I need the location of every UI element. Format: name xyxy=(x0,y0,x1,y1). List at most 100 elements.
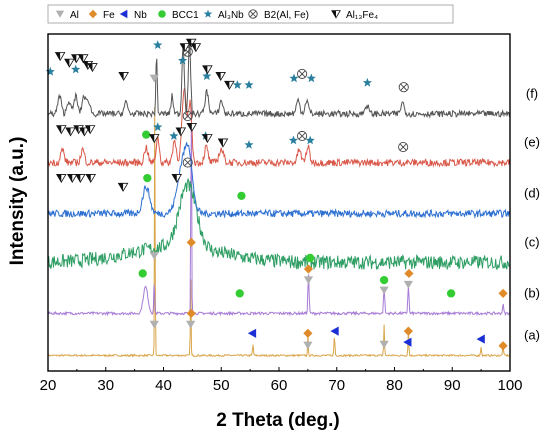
marker-al13fe4-f xyxy=(180,43,185,52)
legend-label-b2: B2(Al, Fe) xyxy=(264,10,309,21)
legend-marker-bcc1 xyxy=(158,10,166,18)
x-tick-label: 70 xyxy=(328,377,345,394)
marker-nb-a xyxy=(476,334,485,344)
legend-label-al13fe4: Al₁₃Fe₄ xyxy=(346,10,378,21)
marker-b2-f xyxy=(398,82,409,93)
marker-fe-a xyxy=(303,328,313,338)
series-line-a xyxy=(47,106,510,358)
legend-label-al: Al xyxy=(70,10,79,21)
marker-al13fe4-f xyxy=(87,63,93,72)
marker-al13fe4-e xyxy=(56,125,62,134)
x-tick-label: 40 xyxy=(155,377,172,394)
marker-al3nb-f xyxy=(362,77,372,87)
legend-marker-al3nb xyxy=(203,9,213,18)
series-label-f: (f) xyxy=(526,86,538,101)
marker-al13fe4-f xyxy=(202,65,208,74)
x-tick-label: 100 xyxy=(497,377,522,394)
x-tick-label: 50 xyxy=(213,377,230,394)
legend-label-al3nb: Al₃Nb xyxy=(218,10,244,21)
marker-bcc1-d xyxy=(237,191,246,200)
marker-fe-b xyxy=(404,268,414,279)
marker-bcc1-e xyxy=(142,130,151,139)
legend-marker-fe xyxy=(88,9,98,19)
marker-fe-b xyxy=(498,288,508,299)
marker-al13fe4-f xyxy=(55,52,61,61)
marker-al13fe4-d xyxy=(86,174,91,183)
legend-marker-b2 xyxy=(248,9,258,19)
marker-al3nb-e xyxy=(169,131,179,140)
marker-nb-a xyxy=(247,328,257,338)
marker-fe-a xyxy=(186,308,196,318)
x-tick-label: 20 xyxy=(40,377,57,394)
series-line-c xyxy=(47,178,510,271)
marker-al-b xyxy=(303,276,314,285)
marker-al3nb-e xyxy=(288,135,298,145)
marker-bcc1-b xyxy=(138,269,147,278)
marker-al13fe4-e xyxy=(85,125,91,134)
x-tick-label: 60 xyxy=(271,377,288,394)
plot-frame xyxy=(47,33,511,372)
marker-al3nb-f xyxy=(289,73,299,83)
series-label-d: (d) xyxy=(524,186,540,201)
marker-al-b xyxy=(403,280,413,289)
marker-al3nb-e xyxy=(305,135,315,145)
marker-fe-a xyxy=(403,326,413,336)
marker-al3nb-f xyxy=(153,40,163,49)
marker-b2-e xyxy=(182,111,193,122)
x-axis-ticks: 20 30 40 50 60 70 80 90 100 xyxy=(40,367,523,394)
marker-al-b xyxy=(149,252,159,260)
marker-al13fe4-f xyxy=(191,43,196,52)
series-line-e xyxy=(47,88,510,168)
legend-marker-al13fe4 xyxy=(331,10,336,18)
marker-fe-a xyxy=(498,341,508,351)
marker-b2-e xyxy=(297,131,308,141)
marker-fe-b xyxy=(303,264,314,274)
marker-al3nb-f xyxy=(244,80,254,89)
series-line-f xyxy=(47,40,510,119)
marker-al13fe4-e xyxy=(187,123,192,132)
marker-al-a xyxy=(186,320,196,329)
marker-al3nb-f xyxy=(71,64,81,74)
x-tick-label: 30 xyxy=(97,377,114,394)
marker-al-a xyxy=(303,341,313,350)
x-tick-label: 90 xyxy=(444,377,461,394)
marker-al3nb-e xyxy=(153,122,163,131)
phase-markers xyxy=(45,38,508,351)
marker-al13fe4-d xyxy=(56,174,62,183)
marker-al3nb-f xyxy=(306,73,316,83)
marker-al3nb-f xyxy=(202,71,212,80)
marker-al13fe4-f xyxy=(119,72,124,81)
marker-nb-a xyxy=(403,337,412,347)
legend-label-fe: Fe xyxy=(103,10,115,21)
marker-b2-d xyxy=(182,157,193,168)
marker-al13fe4-d xyxy=(75,174,81,183)
legend-label-nb: Nb xyxy=(134,10,147,21)
marker-nb-a xyxy=(330,326,339,336)
marker-b2-f xyxy=(297,68,308,79)
marker-bcc1-b xyxy=(306,253,315,263)
marker-al-f xyxy=(149,74,159,83)
marker-al3nb-f xyxy=(45,66,55,76)
marker-b2-e xyxy=(398,142,409,153)
marker-al13fe4-e xyxy=(218,138,223,147)
marker-al3nb-f xyxy=(178,55,188,65)
legend-label-bcc1: BCC1 xyxy=(172,10,199,21)
marker-al-b xyxy=(379,286,389,295)
marker-al3nb-f xyxy=(232,80,242,89)
marker-al3nb-e xyxy=(244,140,254,149)
marker-al13fe4-d xyxy=(118,183,124,192)
y-axis-title: Intensity (a.u.) xyxy=(7,137,28,266)
marker-bcc1-b xyxy=(446,289,456,298)
x-tick-label: 80 xyxy=(386,377,403,394)
marker-al13fe4-f xyxy=(224,81,230,90)
marker-al-a xyxy=(149,320,159,329)
marker-al13fe4-e xyxy=(74,125,79,134)
marker-bcc1-b xyxy=(235,289,244,298)
marker-al13fe4-f xyxy=(186,39,192,48)
series-label-b: (b) xyxy=(524,285,540,300)
marker-al13fe4-f xyxy=(71,54,77,63)
legend-box xyxy=(47,4,454,24)
series-label-c: (c) xyxy=(524,234,539,249)
series-label-a: (a) xyxy=(524,328,540,343)
